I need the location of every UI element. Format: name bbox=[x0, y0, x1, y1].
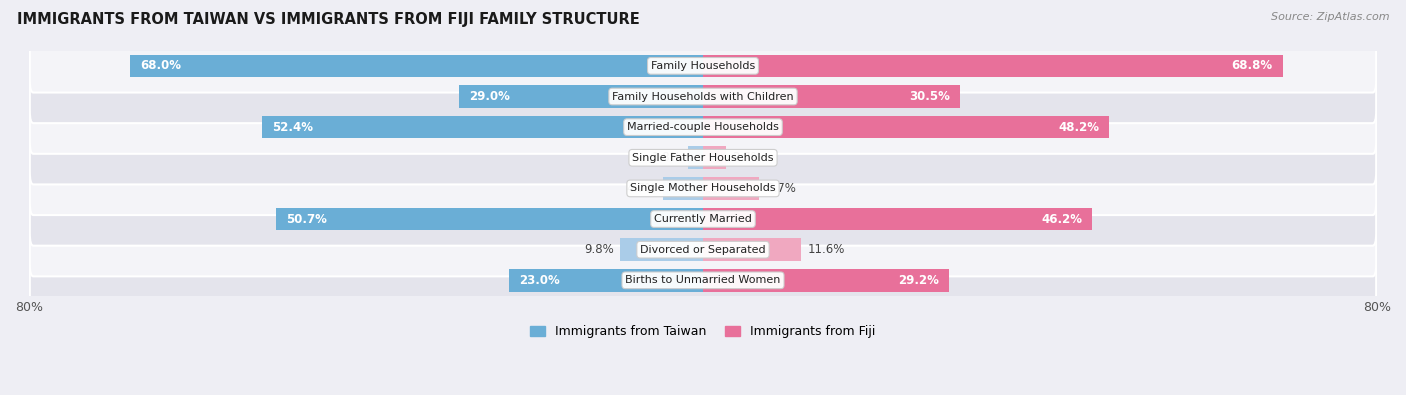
Text: Married-couple Households: Married-couple Households bbox=[627, 122, 779, 132]
Text: 29.0%: 29.0% bbox=[468, 90, 509, 103]
FancyBboxPatch shape bbox=[30, 100, 1376, 154]
Text: Source: ZipAtlas.com: Source: ZipAtlas.com bbox=[1271, 12, 1389, 22]
Bar bbox=[703, 55, 1282, 77]
Text: 23.0%: 23.0% bbox=[519, 274, 560, 287]
Text: Divorced or Separated: Divorced or Separated bbox=[640, 245, 766, 255]
FancyBboxPatch shape bbox=[30, 39, 1376, 92]
Text: 50.7%: 50.7% bbox=[285, 213, 326, 226]
Text: 29.2%: 29.2% bbox=[898, 274, 939, 287]
Bar bbox=[703, 177, 759, 200]
Bar bbox=[664, 177, 703, 200]
Text: 9.8%: 9.8% bbox=[583, 243, 613, 256]
Text: 68.0%: 68.0% bbox=[141, 59, 181, 72]
Text: Births to Unmarried Women: Births to Unmarried Women bbox=[626, 275, 780, 285]
Text: IMMIGRANTS FROM TAIWAN VS IMMIGRANTS FROM FIJI FAMILY STRUCTURE: IMMIGRANTS FROM TAIWAN VS IMMIGRANTS FRO… bbox=[17, 12, 640, 27]
Legend: Immigrants from Taiwan, Immigrants from Fiji: Immigrants from Taiwan, Immigrants from … bbox=[526, 320, 880, 343]
Text: Single Father Households: Single Father Households bbox=[633, 153, 773, 163]
Text: 4.7%: 4.7% bbox=[627, 182, 657, 195]
Bar bbox=[458, 85, 703, 108]
Text: 68.8%: 68.8% bbox=[1232, 59, 1272, 72]
Bar bbox=[703, 85, 960, 108]
Text: Single Mother Households: Single Mother Households bbox=[630, 183, 776, 194]
Text: 52.4%: 52.4% bbox=[271, 120, 312, 134]
Text: 48.2%: 48.2% bbox=[1057, 120, 1099, 134]
FancyBboxPatch shape bbox=[30, 223, 1376, 276]
FancyBboxPatch shape bbox=[30, 254, 1376, 307]
Text: 46.2%: 46.2% bbox=[1040, 213, 1083, 226]
Text: 1.8%: 1.8% bbox=[651, 151, 681, 164]
FancyBboxPatch shape bbox=[30, 162, 1376, 215]
Text: Family Households: Family Households bbox=[651, 61, 755, 71]
Text: 11.6%: 11.6% bbox=[807, 243, 845, 256]
FancyBboxPatch shape bbox=[30, 70, 1376, 123]
Bar bbox=[262, 116, 703, 139]
Bar bbox=[703, 147, 725, 169]
Bar bbox=[509, 269, 703, 292]
FancyBboxPatch shape bbox=[30, 131, 1376, 184]
Text: 2.7%: 2.7% bbox=[733, 151, 762, 164]
Text: Currently Married: Currently Married bbox=[654, 214, 752, 224]
FancyBboxPatch shape bbox=[30, 192, 1376, 246]
Text: 6.7%: 6.7% bbox=[766, 182, 796, 195]
Bar bbox=[276, 208, 703, 230]
Bar bbox=[703, 116, 1109, 139]
Bar bbox=[703, 208, 1092, 230]
Text: 30.5%: 30.5% bbox=[908, 90, 950, 103]
Bar bbox=[703, 269, 949, 292]
Bar bbox=[131, 55, 703, 77]
Bar bbox=[620, 238, 703, 261]
Text: Family Households with Children: Family Households with Children bbox=[612, 92, 794, 102]
Bar bbox=[703, 238, 801, 261]
Bar bbox=[688, 147, 703, 169]
